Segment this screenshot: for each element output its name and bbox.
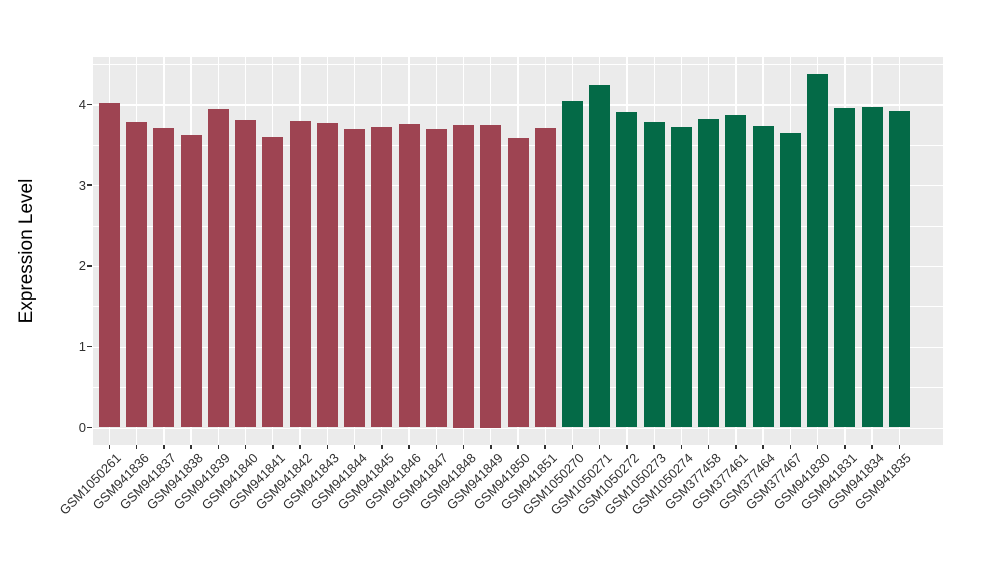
x-tick-mark xyxy=(435,445,438,449)
bar xyxy=(888,110,910,428)
bar xyxy=(616,112,638,428)
x-tick-mark xyxy=(381,445,383,449)
y-tick-label: 1 xyxy=(78,339,86,355)
y-tick-label: 2 xyxy=(78,258,86,274)
bar xyxy=(344,129,366,428)
x-tick-mark xyxy=(626,445,628,449)
x-tick-mark xyxy=(789,445,792,449)
x-tick-mark xyxy=(517,445,519,449)
x-tick-mark xyxy=(598,445,601,449)
x-tick-mark xyxy=(272,445,274,449)
bar xyxy=(98,102,120,428)
x-tick-mark xyxy=(326,445,329,449)
y-tick-label: 0 xyxy=(78,420,86,435)
bar xyxy=(725,114,747,428)
x-tick-mark xyxy=(353,445,356,449)
x-tick-mark xyxy=(408,445,410,449)
bar xyxy=(289,121,311,428)
bar xyxy=(534,127,556,428)
x-tick-mark xyxy=(190,445,192,449)
x-tick-mark xyxy=(108,445,111,449)
bar xyxy=(507,138,529,428)
x-tick-mark xyxy=(217,445,220,449)
bar xyxy=(779,132,801,428)
x-tick-mark xyxy=(544,445,546,449)
bar xyxy=(180,135,202,428)
bar xyxy=(235,120,257,428)
y-tick-mark xyxy=(87,265,92,267)
x-tick-mark xyxy=(299,445,301,449)
y-tick-mark xyxy=(87,184,92,186)
bar xyxy=(643,122,665,428)
bar xyxy=(453,124,474,428)
y-tick-label: 3 xyxy=(78,177,86,193)
bar xyxy=(670,126,692,428)
y-tick-label: 4 xyxy=(78,96,86,112)
bar xyxy=(398,123,420,428)
y-axis-title: Expression Level xyxy=(16,178,37,324)
x-tick-mark xyxy=(680,445,683,449)
x-tick-mark xyxy=(762,445,764,449)
bar xyxy=(262,136,284,428)
bar xyxy=(371,126,393,428)
bar xyxy=(561,101,583,428)
x-tick-mark xyxy=(844,445,846,449)
x-tick-mark xyxy=(490,445,492,449)
bar xyxy=(153,127,175,428)
x-tick-mark xyxy=(871,445,873,449)
x-tick-mark xyxy=(653,445,655,449)
x-tick-mark xyxy=(462,445,465,449)
x-tick-mark xyxy=(244,445,247,449)
bar xyxy=(752,126,774,428)
bar xyxy=(807,74,829,428)
bar xyxy=(480,124,502,428)
x-tick-mark xyxy=(135,445,138,449)
bar xyxy=(834,108,856,428)
y-tick-mark xyxy=(87,103,92,106)
bar xyxy=(207,109,229,428)
x-tick-mark xyxy=(735,445,737,449)
x-tick-mark xyxy=(707,445,710,449)
bar xyxy=(316,122,338,428)
y-tick-mark xyxy=(87,345,92,348)
y-tick-mark xyxy=(87,426,92,429)
x-tick-mark xyxy=(163,445,165,449)
x-tick-mark xyxy=(571,445,574,449)
bar xyxy=(589,84,611,428)
bar xyxy=(425,128,447,428)
x-tick-mark xyxy=(898,445,901,449)
bar xyxy=(126,122,148,428)
plot-panel xyxy=(93,57,943,445)
bar xyxy=(861,106,883,428)
bar xyxy=(698,118,720,428)
x-tick-mark xyxy=(816,445,819,449)
